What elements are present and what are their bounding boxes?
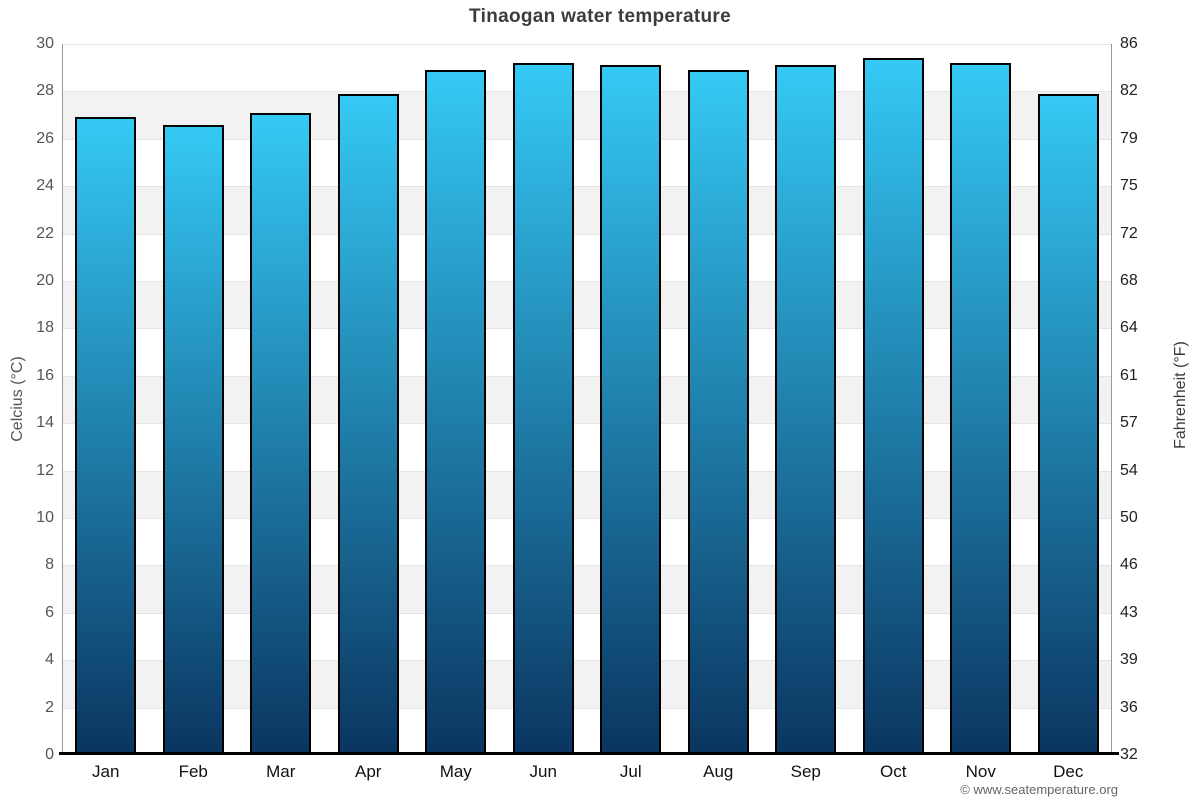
y-tick-celsius-28: 28 <box>36 82 54 100</box>
y-tick-celsius-20: 20 <box>36 272 54 289</box>
y-tick-fahrenheit-57: 57 <box>1120 414 1138 432</box>
gridline <box>63 91 1111 93</box>
x-tick-mar: Mar <box>266 762 296 781</box>
y-tick-fahrenheit-75: 75 <box>1120 177 1138 195</box>
plot-band <box>63 707 1111 755</box>
y-tick-fahrenheit-79: 79 <box>1120 129 1138 147</box>
plot-band <box>63 281 1111 329</box>
gridline <box>63 375 1111 377</box>
y-tick-fahrenheit-36: 36 <box>1120 698 1138 716</box>
y-tick-celsius-4: 4 <box>45 651 54 669</box>
y-tick-fahrenheit-32: 32 <box>1120 746 1138 763</box>
gridline <box>63 660 1111 662</box>
gridline <box>63 44 1111 45</box>
plot-area <box>62 44 1112 755</box>
x-tick-may: May <box>439 762 472 781</box>
y-tick-celsius-2: 2 <box>45 698 54 716</box>
y-tick-fahrenheit-82: 82 <box>1120 82 1138 100</box>
copyright-text: © www.seatemperature.org <box>960 782 1118 797</box>
gridline <box>63 565 1111 567</box>
bar-nov <box>950 62 1012 755</box>
y-tick-celsius-12: 12 <box>36 461 54 479</box>
gridline <box>63 707 1111 709</box>
plot-band <box>63 470 1111 518</box>
y-tick-celsius-16: 16 <box>36 366 54 384</box>
x-tick-aug: Aug <box>703 762 734 781</box>
bar-aug <box>687 70 749 755</box>
plot-band <box>63 518 1111 566</box>
gridline <box>63 138 1111 140</box>
bar-oct <box>862 58 924 755</box>
chart-title: Tinaogan water temperature <box>469 6 731 27</box>
y-tick-fahrenheit-39: 39 <box>1120 651 1138 669</box>
y-tick-celsius-14: 14 <box>36 414 54 432</box>
gridline <box>63 518 1111 519</box>
bar-apr <box>337 93 399 755</box>
y-tick-celsius-10: 10 <box>36 509 54 526</box>
x-tick-nov: Nov <box>965 762 996 781</box>
plot-band <box>63 44 1111 92</box>
y-tick-celsius-30: 30 <box>36 35 54 52</box>
y-tick-celsius-6: 6 <box>45 603 54 621</box>
plot-band <box>63 186 1111 234</box>
x-tick-dec: Dec <box>1053 762 1084 781</box>
bar-may <box>425 70 487 755</box>
plot-band <box>63 423 1111 471</box>
gridline <box>63 328 1111 330</box>
plot-band <box>63 138 1111 187</box>
x-tick-jan: Jan <box>92 762 120 781</box>
gridline <box>63 186 1111 188</box>
y-tick-celsius-22: 22 <box>36 224 54 242</box>
gridline <box>63 281 1111 282</box>
x-tick-jun: Jun <box>529 762 557 781</box>
x-tick-apr: Apr <box>355 762 382 781</box>
y-axis-title-fahrenheit: Fahrenheit (°F) <box>1172 341 1189 449</box>
bar-jun <box>512 62 574 755</box>
y-tick-fahrenheit-86: 86 <box>1120 35 1138 52</box>
plot-band <box>63 233 1111 281</box>
y-tick-celsius-8: 8 <box>45 556 54 574</box>
y-tick-fahrenheit-46: 46 <box>1120 556 1138 574</box>
plot-band <box>63 565 1111 613</box>
y-tick-fahrenheit-43: 43 <box>1120 603 1138 621</box>
bar-dec <box>1037 93 1099 755</box>
plot-band <box>63 375 1111 424</box>
x-tick-sep: Sep <box>790 762 821 781</box>
y-tick-fahrenheit-72: 72 <box>1120 224 1138 242</box>
bar-jul <box>600 65 662 755</box>
y-tick-fahrenheit-64: 64 <box>1120 319 1138 337</box>
y-tick-fahrenheit-54: 54 <box>1120 461 1138 479</box>
gridline <box>63 612 1111 614</box>
y-tick-celsius-0: 0 <box>45 746 54 763</box>
gridline <box>63 233 1111 235</box>
x-axis-line <box>59 752 1119 755</box>
y-tick-celsius-24: 24 <box>36 177 54 195</box>
y-tick-celsius-18: 18 <box>36 319 54 337</box>
gridline <box>63 470 1111 472</box>
bar-mar <box>250 112 312 755</box>
x-tick-feb: Feb <box>178 762 208 781</box>
x-tick-oct: Oct <box>880 762 907 781</box>
bar-jan <box>75 117 137 755</box>
y-tick-celsius-26: 26 <box>36 129 54 147</box>
plot-band <box>63 328 1111 376</box>
plot-band <box>63 660 1111 708</box>
y-tick-fahrenheit-50: 50 <box>1120 509 1138 526</box>
plot-band <box>63 91 1111 139</box>
x-tick-jul: Jul <box>619 762 642 781</box>
y-tick-fahrenheit-61: 61 <box>1120 366 1138 384</box>
y-tick-fahrenheit-68: 68 <box>1120 272 1138 289</box>
bar-sep <box>775 65 837 755</box>
bar-feb <box>162 124 224 755</box>
gridline <box>63 423 1111 425</box>
plot-band <box>63 612 1111 661</box>
